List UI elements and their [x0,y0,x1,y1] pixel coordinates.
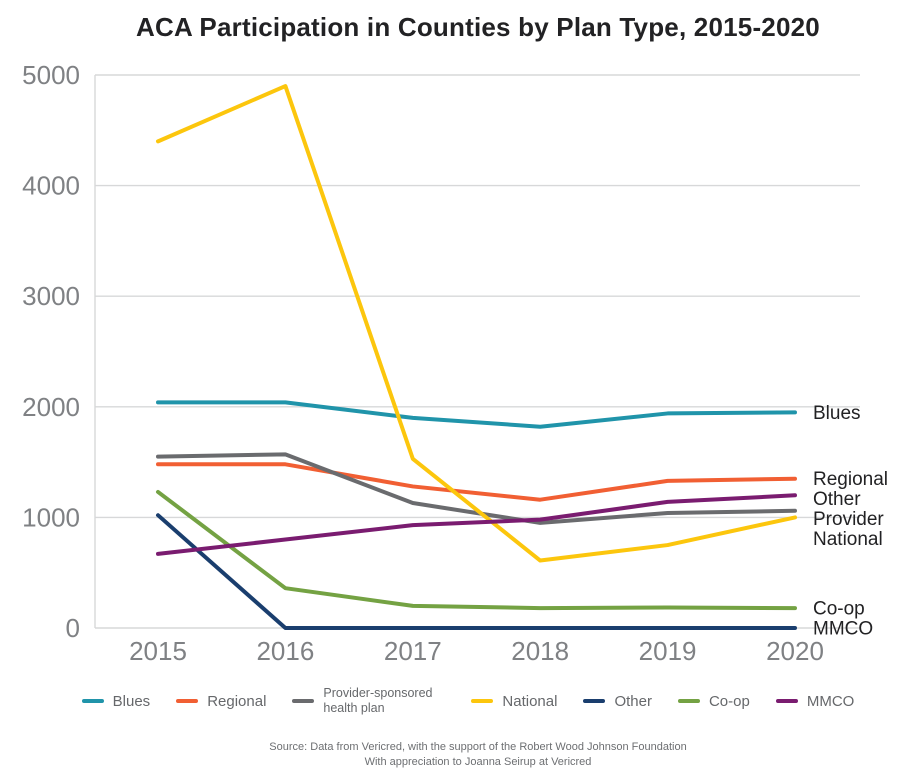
legend-swatch-blues [81,699,104,703]
series-line-national [156,84,797,563]
legend-label-national: National [502,692,558,710]
source-line-1: Source: Data from Vericred, with the sup… [269,741,687,753]
series-end-label-other: MMCO [813,619,873,640]
x-tick-label-2019: 2019 [639,636,697,666]
legend-item-regional: Regional [176,693,266,710]
x-tick-label-2015: 2015 [129,636,187,666]
legend-swatch-co-op [677,699,700,703]
line-chart: 0 1000 2000 3000 4000 5000 2015 2016 2017 2018 201… [22,60,888,666]
legend-label-blues: Blues [112,692,151,710]
y-tick-label-1000: 1000 [22,502,80,532]
x-tick-label-2016: 2016 [256,636,314,666]
series-line-regional [156,462,797,502]
x-tick-label-2020: 2020 [766,636,824,666]
series-end-label-co-op: Co-op [813,599,865,620]
legend-label-other: Other [614,692,652,710]
y-tick-label-4000: 4000 [22,171,80,201]
page-title: ACA Participation in Counties by Plan Ty… [136,12,820,42]
legend-label-regional: Regional [207,692,267,710]
legend-item-provider-sponsored-health-plan: Provider-sponsored health plan [292,686,445,716]
chart-legend: Blues Regional Provider-sponsored health p… [40,678,896,724]
y-tick-label-3000: 3000 [22,281,80,311]
series-line-blues [156,400,797,429]
y-tick-label-5000: 5000 [22,60,80,90]
legend-label-co-op: Co-op [708,692,750,710]
legend-item-national: National [471,693,557,710]
series-end-label-regional: Regional [813,469,888,490]
series-line-mmco [156,493,797,556]
legend-swatch-national [471,699,494,703]
legend-swatch-regional [176,699,199,703]
legend-swatch-mmco [775,699,798,703]
series-line-co-op [156,489,797,611]
legend-item-other: Other [583,693,652,710]
series-end-label-blues: Blues [813,403,861,424]
series-line-provider-sponsored-health-plan [156,452,797,525]
series-line-other [156,513,797,630]
series-end-label-national: National [813,529,883,550]
x-tick-label-2018: 2018 [511,636,569,666]
legend-item-blues: Blues [81,692,151,710]
legend-swatch-provider-sponsored-health-plan [292,699,315,703]
source-line-2: With appreciation to Joanna Seirup at Ve… [364,755,592,768]
legend-label-mmco: MMCO [806,692,855,710]
series-end-label-mmco: Other [813,489,861,510]
legend-label-provider-sponsored-health-plan: Provider-sponsored health plan [323,686,433,715]
series-end-label-provider-sponsored-health-plan: Provider [813,509,884,530]
y-tick-label-0: 0 [66,613,80,643]
source-text: Source: Data from Vericred, with the sup… [56,740,900,770]
y-tick-label-2000: 2000 [22,392,80,422]
legend-item-co-op: Co-op [677,692,750,710]
legend-item-mmco: MMCO [775,692,855,710]
legend-swatch-other [583,699,606,703]
x-tick-label-2017: 2017 [384,636,442,666]
